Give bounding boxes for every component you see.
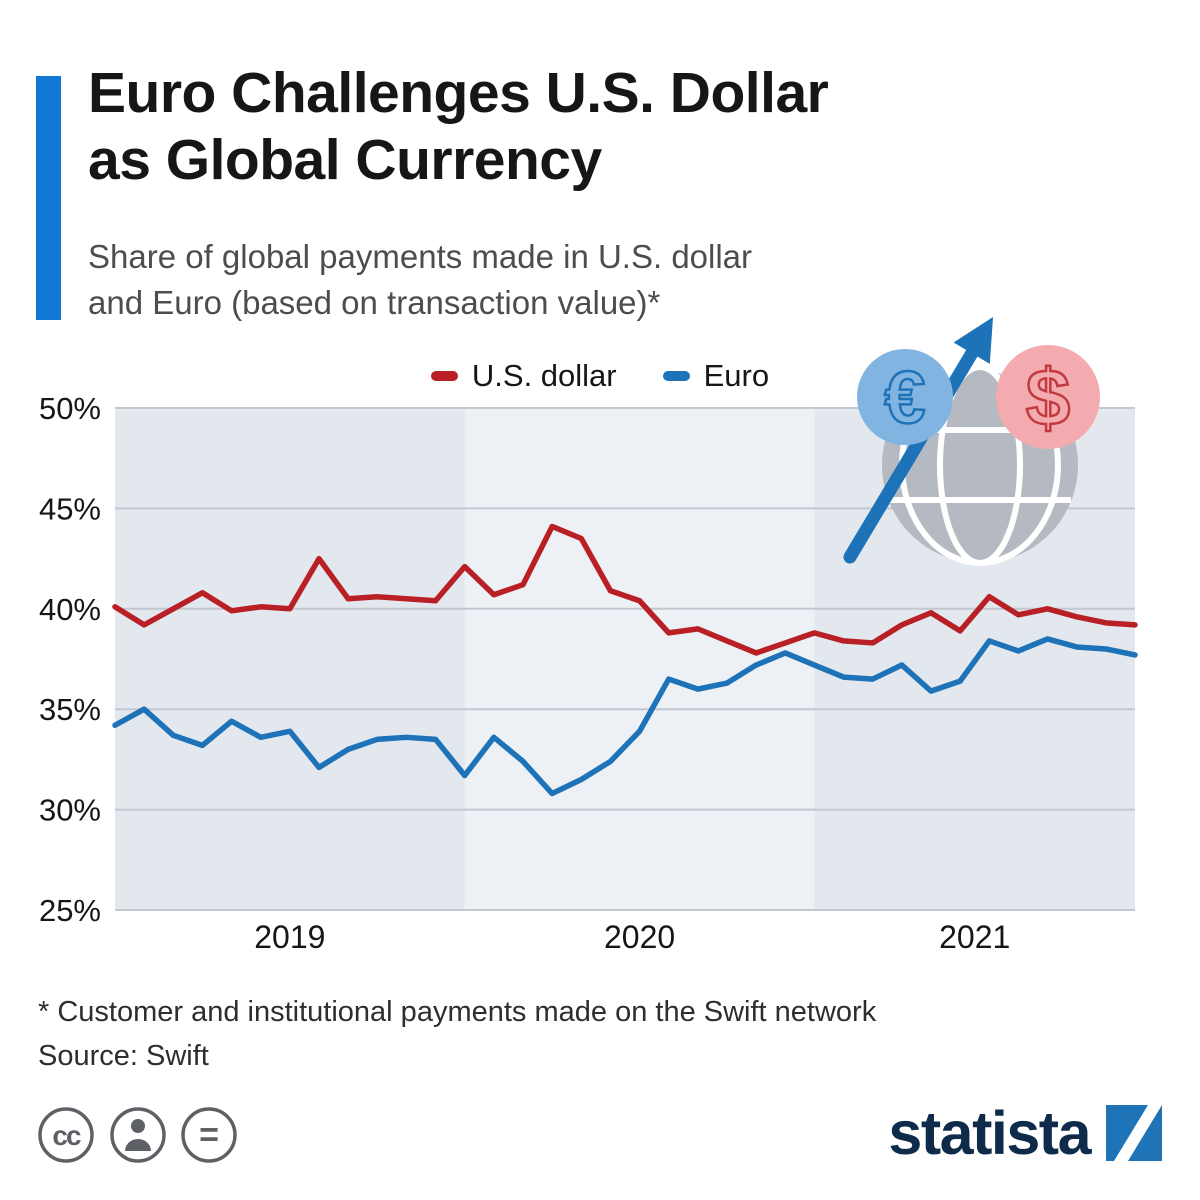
equal-label: = [199,1116,219,1154]
legend-item-us-dollar: U.S. dollar [430,358,617,394]
chart-legend: U.S. dollar Euro [0,358,1200,394]
series-line-u-s--dollar [112,523,1138,656]
us-dollar-swatch-icon [430,371,458,381]
euro-swatch-icon [662,371,690,381]
euro-symbol: € [884,356,925,439]
cc-label: cc [52,1120,81,1151]
y-axis-label: 50% [39,391,101,426]
globe-currency-illustration: € $ [843,317,1100,566]
year-band-2019 [115,408,465,910]
y-axis-label: 30% [39,793,101,828]
statista-wordmark: statista [888,1099,1091,1167]
page-title: Euro Challenges U.S. Dollar as Global Cu… [88,61,829,193]
source-credit: Source: Swift [38,1040,209,1072]
attribution-person-icon [110,1107,166,1163]
y-axis-label: 40% [39,592,101,627]
dollar-symbol: $ [1026,353,1071,442]
legend-label-euro: Euro [703,358,770,393]
cc-license-icon: cc [38,1107,94,1163]
x-axis-label: 2020 [604,919,675,955]
statista-logo-mark-icon [1106,1105,1162,1161]
legend-item-euro: Euro [662,358,770,394]
title-accent-bar [36,76,61,320]
x-axis-label: 2021 [939,919,1010,955]
dollar-coin-icon: $ [996,345,1100,449]
y-axis-label: 35% [39,692,101,727]
license-badges: cc = [38,1107,237,1163]
legend-label-us-dollar: U.S. dollar [471,358,617,393]
footnote: * Customer and institutional payments ma… [38,996,877,1028]
x-axis-label: 2019 [254,919,325,955]
equal-badge-icon: = [181,1107,237,1163]
euro-coin-icon: € [857,349,953,445]
y-axis-label: 45% [39,491,101,526]
statista-logo: statista [888,1098,1162,1168]
series-line-euro [112,636,1138,797]
page-subtitle: Share of global payments made in U.S. do… [88,238,753,322]
y-axis-label: 25% [39,893,101,928]
